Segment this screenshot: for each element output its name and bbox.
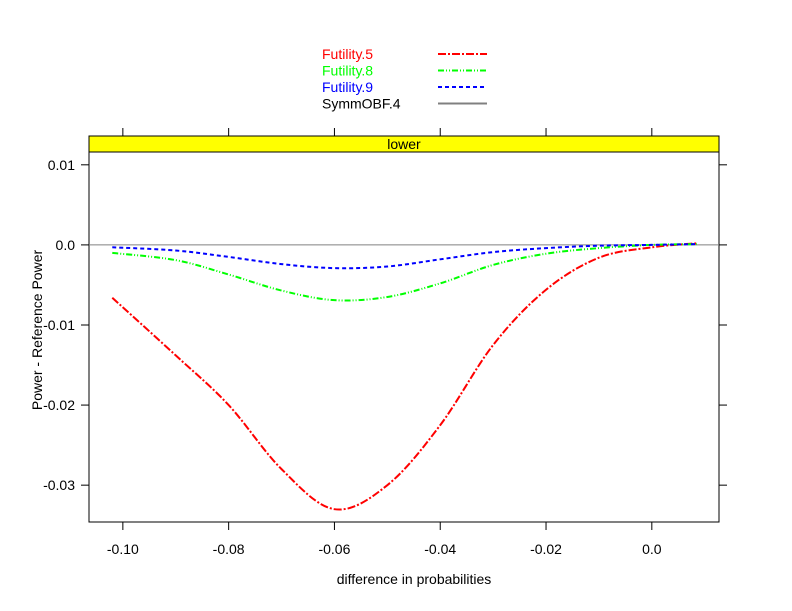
x-axis-label: difference in probabilities (337, 571, 492, 587)
x-tick-label: -0.06 (318, 541, 350, 557)
x-tick-label: -0.10 (107, 541, 139, 557)
series-line-Futility.9 (112, 243, 697, 270)
legend-label: Futility.9 (322, 79, 373, 95)
x-tick-label: -0.08 (213, 541, 245, 557)
panel-border (88, 151, 720, 523)
legend-label: SymmOBF.4 (322, 96, 401, 112)
y-tick-label: -0.01 (43, 317, 75, 333)
y-tick-label: 0.01 (48, 157, 75, 173)
x-tick-label: -0.04 (424, 541, 456, 557)
y-tick-label: -0.03 (43, 477, 75, 493)
strip-label: lower (387, 136, 421, 152)
y-tick-label: 0.0 (56, 237, 76, 253)
x-tick-label: -0.02 (530, 541, 562, 557)
series-line-Futility.8 (112, 243, 697, 302)
series-line-Futility.5 (111, 242, 697, 511)
x-tick-label: 0.0 (642, 541, 662, 557)
legend-label: Futility.8 (322, 63, 373, 79)
legend-label: Futility.5 (322, 46, 373, 62)
y-axis-label: Power - Reference Power (29, 250, 45, 411)
y-tick-label: -0.02 (43, 397, 75, 413)
